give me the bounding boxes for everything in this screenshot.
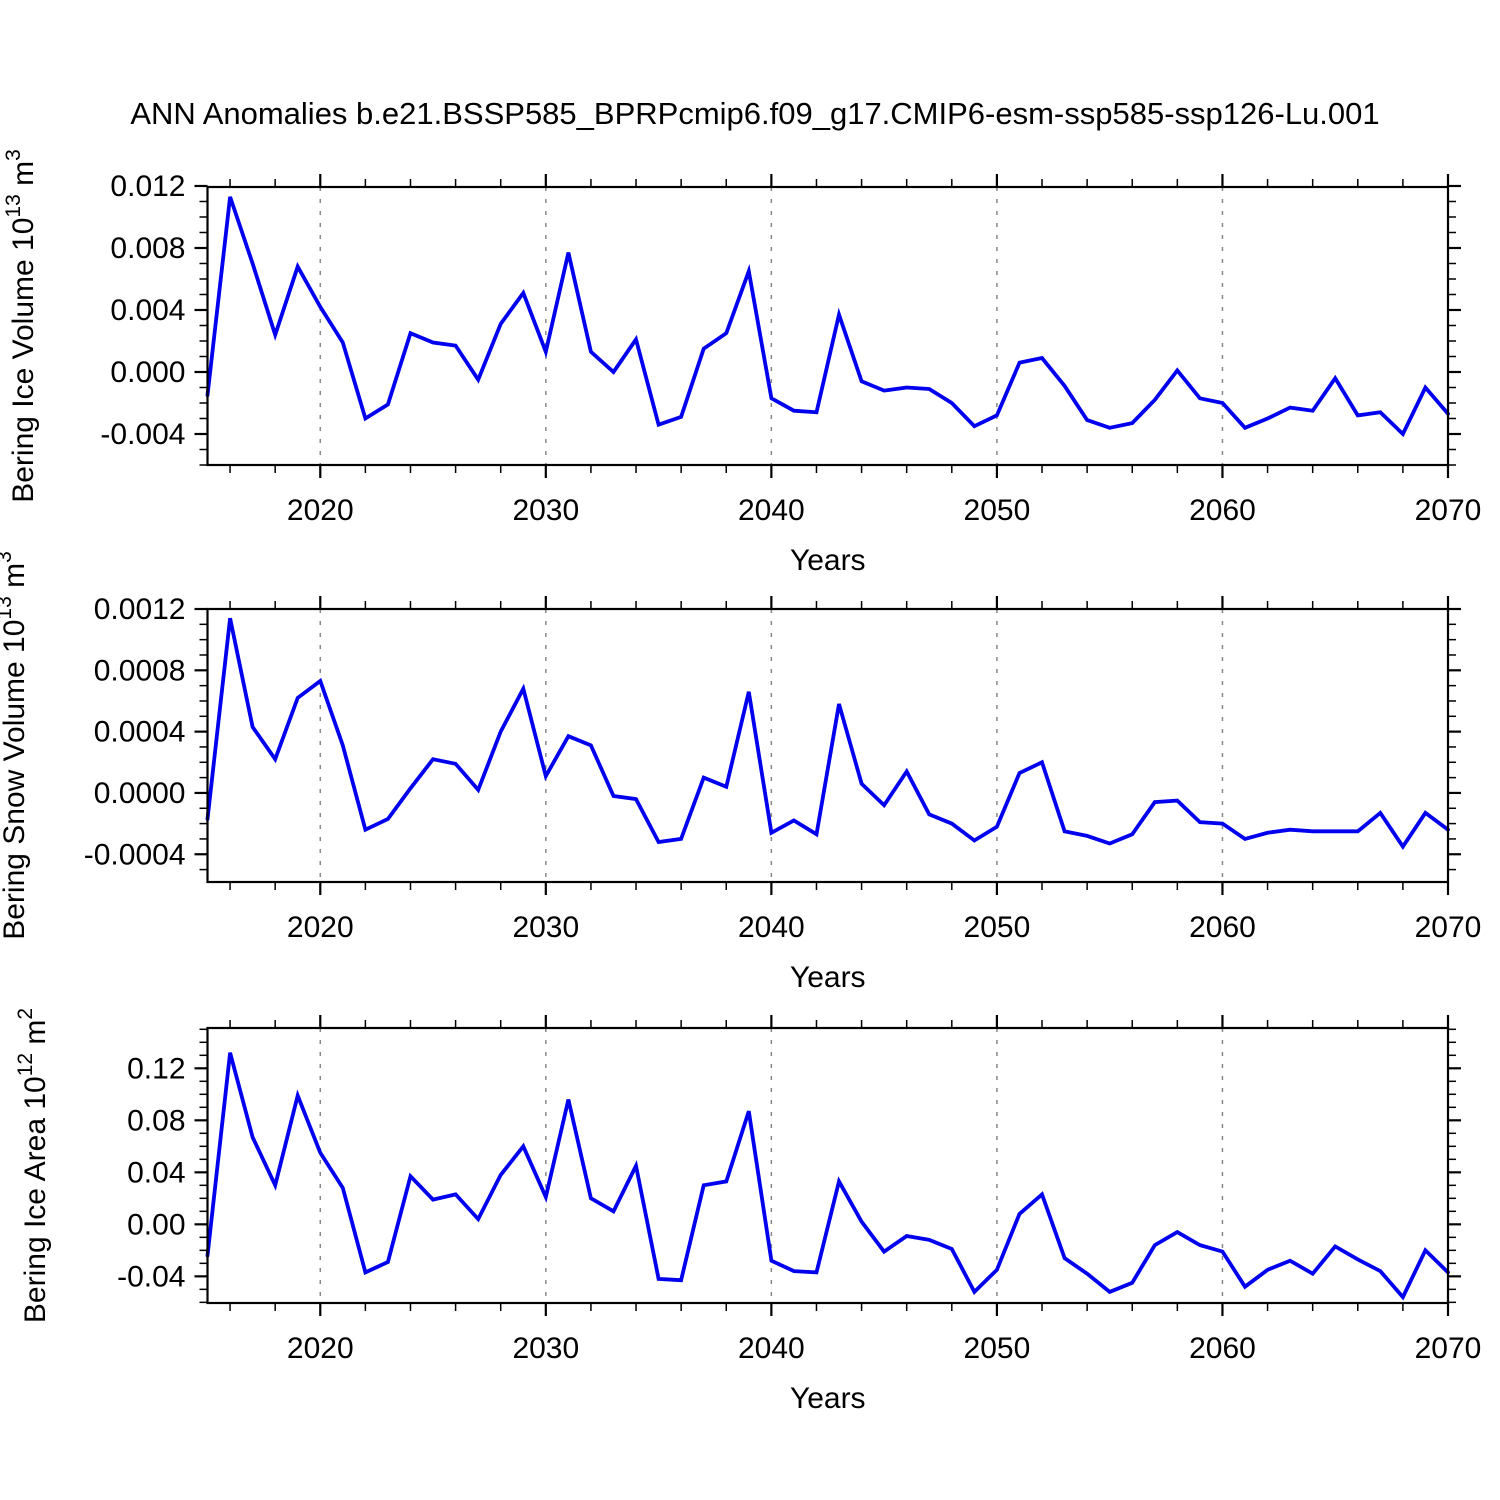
decade-gridlines: [319, 187, 1224, 465]
axis-ticks: [194, 174, 1461, 478]
plot-border: [206, 607, 1450, 884]
x-tick-labels: 2020 2030 2040 2050 2060 2070: [287, 911, 1481, 944]
y-tick-label: 0.12: [127, 1052, 185, 1085]
y-axis-title: Bering Ice Area 1012 m2: [14, 1008, 52, 1323]
y-axis-title: Bering Ice Volume 1013 m3: [2, 149, 40, 503]
x-tick-label: 2070: [1415, 1332, 1482, 1365]
y-tick-label: 0.00: [127, 1208, 185, 1241]
x-tick-label: 2040: [738, 1332, 805, 1365]
x-tick-label: 2070: [1415, 494, 1482, 527]
y-tick-label: 0.04: [127, 1156, 185, 1189]
x-tick-label: 2020: [287, 494, 354, 527]
y-tick-label: 0.008: [110, 232, 185, 265]
x-tick-label: 2030: [512, 494, 579, 527]
y-tick-label: 0.000: [110, 356, 185, 389]
y-tick-label: 0.012: [110, 170, 185, 203]
data-line-series: [205, 1052, 1450, 1301]
x-tick-label: 2060: [1189, 494, 1256, 527]
x-tick-label: 2050: [964, 911, 1031, 944]
x-axis-title: Years: [790, 544, 866, 577]
y-tick-label: 0.0004: [94, 716, 186, 749]
x-tick-label: 2060: [1189, 911, 1256, 944]
y-tick-label: 0.0008: [94, 654, 186, 687]
y-tick-label: -0.04: [117, 1260, 185, 1293]
x-tick-label: 2030: [512, 1332, 579, 1365]
plot-border: [206, 185, 1450, 467]
x-tick-label: 2070: [1415, 911, 1482, 944]
y-tick-label: 0.0012: [94, 593, 186, 626]
x-tick-label: 2040: [738, 911, 805, 944]
axis-ticks: [194, 596, 1461, 895]
x-tick-label: 2020: [287, 911, 354, 944]
x-tick-label: 2060: [1189, 1332, 1256, 1365]
plot-border: [206, 1026, 1450, 1305]
x-tick-labels: 2020 2030 2040 2050 2060 2070: [287, 1332, 1481, 1365]
decade-gridlines: [319, 609, 1224, 882]
y-tick-labels: -0.04 0.00 0.04 0.08 0.12: [117, 1052, 185, 1293]
data-line-series: [205, 196, 1450, 438]
x-tick-label: 2040: [738, 494, 805, 527]
panel-3: -0.04 0.00 0.04 0.08 0.12 2020 2030 2040 2050 206…: [14, 1008, 1481, 1415]
y-tick-label: 0.0000: [94, 777, 186, 810]
data-line-series: [205, 617, 1450, 851]
x-tick-label: 2050: [964, 494, 1031, 527]
y-tick-labels: -0.0004 0.0000 0.0004 0.0008 0.0012: [84, 593, 186, 871]
y-tick-label: -0.004: [100, 418, 185, 451]
chart-title: ANN Anomalies b.e21.BSSP585_BPRPcmip6.f0…: [130, 96, 1380, 131]
x-axis-title: Years: [790, 961, 866, 994]
axis-ticks: [194, 1015, 1461, 1316]
y-tick-label: 0.004: [110, 294, 185, 327]
y-tick-labels: -0.004 0.000 0.004 0.008 0.012: [100, 170, 185, 451]
x-tick-label: 2020: [287, 1332, 354, 1365]
x-tick-label: 2030: [512, 911, 579, 944]
y-tick-label: -0.0004: [84, 838, 186, 871]
x-tick-labels: 2020 2030 2040 2050 2060 2070: [287, 494, 1481, 527]
y-axis-title: Bering Snow Volume 1013 m3: [0, 551, 31, 940]
x-axis-title: Years: [790, 1382, 866, 1415]
y-tick-label: 0.08: [127, 1104, 185, 1137]
x-tick-label: 2050: [964, 1332, 1031, 1365]
